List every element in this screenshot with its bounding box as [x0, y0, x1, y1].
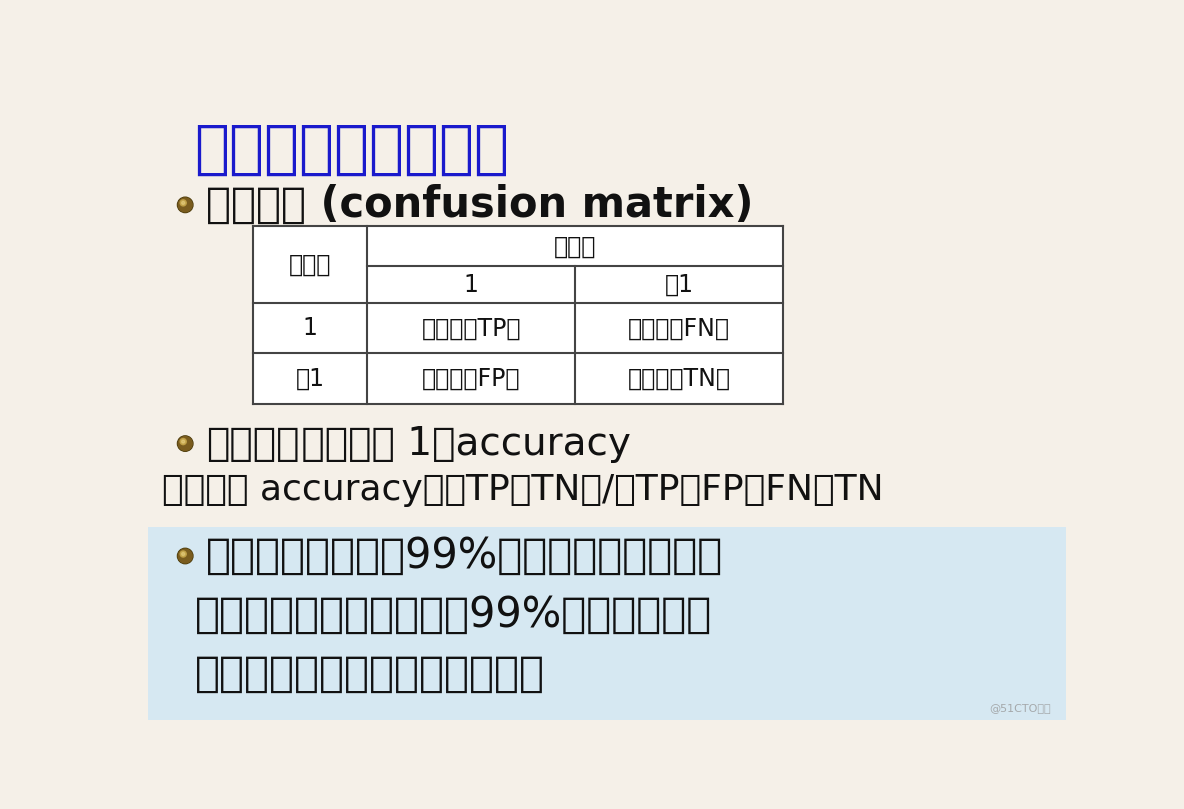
- Circle shape: [180, 551, 186, 557]
- FancyBboxPatch shape: [252, 227, 783, 404]
- Text: －1: －1: [296, 366, 324, 391]
- Text: 假正类（FP）: 假正类（FP）: [422, 366, 521, 391]
- Circle shape: [179, 198, 192, 212]
- FancyBboxPatch shape: [148, 527, 1066, 720]
- Circle shape: [178, 436, 193, 451]
- Circle shape: [180, 438, 186, 445]
- Text: 分类问题与评价准则: 分类问题与评价准则: [194, 121, 509, 178]
- Text: 正确率为 accuracy＝（TP＋TN）/（TP＋FP＋FN＋TN: 正确率为 accuracy＝（TP＋TN）/（TP＋FP＋FN＋TN: [162, 472, 883, 506]
- Text: －1: －1: [664, 273, 694, 297]
- Text: 总体指标: 总体指标: [206, 425, 300, 463]
- Circle shape: [181, 553, 185, 556]
- Text: 有都判为正，那么正确率99%，但这个判别: 有都判为正，那么正确率99%，但这个判别: [194, 594, 712, 636]
- Text: 真正类（TP）: 真正类（TP）: [422, 316, 521, 341]
- Text: @51CTO博客: @51CTO博客: [990, 703, 1051, 713]
- Text: 若样本不平衡，如99%正例，只要简单把所: 若样本不平衡，如99%正例，只要简单把所: [206, 535, 723, 577]
- Text: 1: 1: [464, 273, 478, 297]
- Text: 错误率为 1－accuracy: 错误率为 1－accuracy: [289, 425, 630, 463]
- Circle shape: [179, 549, 192, 563]
- Circle shape: [181, 440, 185, 443]
- Text: 混淆矩阵 (confusion matrix): 混淆矩阵 (confusion matrix): [206, 184, 754, 226]
- Circle shape: [181, 201, 185, 205]
- Circle shape: [178, 549, 193, 564]
- Circle shape: [179, 437, 192, 451]
- Text: 预测值: 预测值: [554, 235, 597, 258]
- Text: 并不好。所以还需要其他指标。: 并不好。所以还需要其他指标。: [194, 653, 545, 695]
- Text: 假负类（FN）: 假负类（FN）: [628, 316, 729, 341]
- Text: 1: 1: [303, 316, 317, 341]
- Text: 真负类（TN）: 真负类（TN）: [628, 366, 731, 391]
- Circle shape: [180, 200, 186, 206]
- Text: 真实值: 真实值: [289, 253, 332, 277]
- Circle shape: [178, 197, 193, 213]
